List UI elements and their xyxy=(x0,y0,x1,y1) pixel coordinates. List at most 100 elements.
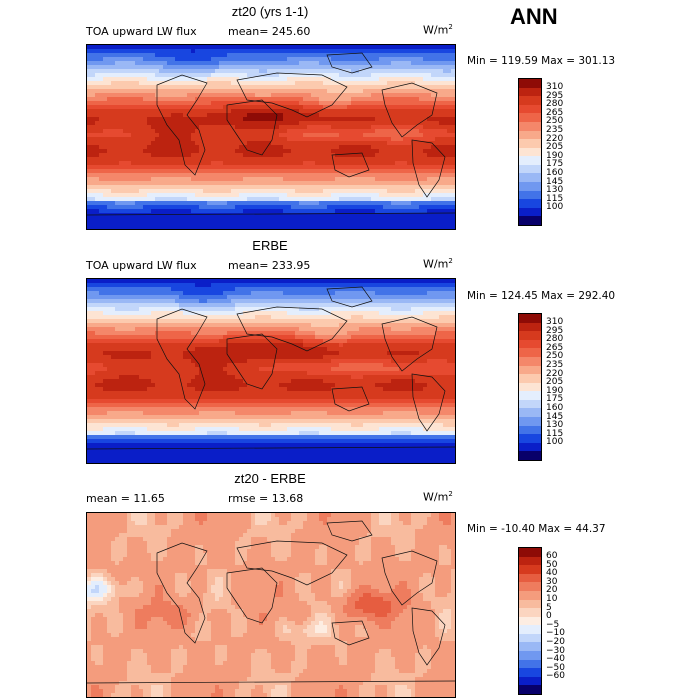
map-cell xyxy=(439,97,444,102)
map-cell xyxy=(91,225,96,229)
map-cell xyxy=(87,149,92,154)
map-cell xyxy=(403,89,408,94)
map-cell xyxy=(291,81,296,86)
map-cell xyxy=(183,65,188,70)
map-cell xyxy=(303,65,308,70)
map-cell xyxy=(355,189,360,194)
map-cell xyxy=(399,129,404,134)
map-cell xyxy=(135,109,140,114)
map-cell xyxy=(259,113,264,118)
map-cell xyxy=(359,81,364,86)
map-cell xyxy=(167,137,172,142)
map-cell xyxy=(347,73,352,78)
map-cell xyxy=(175,49,180,54)
map-cell xyxy=(99,69,104,74)
map-cell xyxy=(235,217,240,222)
map-cell xyxy=(383,49,388,54)
map-cell xyxy=(443,287,448,292)
map-cell xyxy=(443,213,448,218)
map-cell xyxy=(139,157,144,162)
map-cell xyxy=(431,181,436,186)
map-cell xyxy=(399,225,404,229)
map-cell xyxy=(187,117,192,122)
map-cell xyxy=(191,125,196,130)
map-cell xyxy=(339,185,344,190)
map-cell xyxy=(275,177,280,182)
map-cell xyxy=(227,93,232,98)
map-cell xyxy=(315,101,320,106)
map-cell xyxy=(315,157,320,162)
map-cell xyxy=(231,303,236,308)
map-cell xyxy=(287,161,292,166)
map-cell xyxy=(371,189,376,194)
map-cell xyxy=(307,101,312,106)
map-cell xyxy=(247,165,252,170)
map-cell xyxy=(167,299,172,304)
map-cell xyxy=(259,185,264,190)
map-cell xyxy=(375,137,380,142)
map-cell xyxy=(343,125,348,130)
map-cell xyxy=(331,291,336,296)
map-cell xyxy=(319,209,324,214)
map-cell xyxy=(319,169,324,174)
map-cell xyxy=(339,49,344,54)
map-cell xyxy=(331,193,336,198)
map-cell xyxy=(363,149,368,154)
map-cell xyxy=(375,161,380,166)
map-cell xyxy=(251,145,256,150)
map-cell xyxy=(371,205,376,210)
map-cell xyxy=(251,109,256,114)
map-cell xyxy=(259,125,264,130)
map-cell xyxy=(443,185,448,190)
map-cell xyxy=(371,57,376,62)
map-cell xyxy=(279,53,284,58)
map-cell xyxy=(183,89,188,94)
map-cell xyxy=(347,287,352,292)
map-cell xyxy=(443,89,448,94)
map-cell xyxy=(179,157,184,162)
map-cell xyxy=(227,193,232,198)
map-cell xyxy=(311,77,316,82)
map-cell xyxy=(107,295,112,300)
map-cell xyxy=(443,153,448,158)
map-cell xyxy=(403,165,408,170)
map-cell xyxy=(95,169,100,174)
map-cell xyxy=(315,97,320,102)
map-cell xyxy=(91,81,96,86)
map-cell xyxy=(427,225,432,229)
map-cell xyxy=(419,197,424,202)
map-cell xyxy=(183,61,188,66)
map-cell xyxy=(403,279,408,284)
map-cell xyxy=(175,283,180,288)
map-cell xyxy=(279,165,284,170)
map-cell xyxy=(443,61,448,66)
map-cell xyxy=(319,185,324,190)
map-cell xyxy=(175,77,180,82)
map-cell xyxy=(267,291,272,296)
map-cell xyxy=(195,279,200,284)
map-cell xyxy=(147,165,152,170)
map-cell xyxy=(371,45,376,50)
map-cell xyxy=(247,49,252,54)
map-cell xyxy=(119,69,124,74)
map-cell xyxy=(407,149,412,154)
map-cell xyxy=(443,303,448,308)
map-cell xyxy=(243,189,248,194)
map-cell xyxy=(155,291,160,296)
map-cell xyxy=(375,61,380,66)
map-cell xyxy=(355,141,360,146)
map-cell xyxy=(203,101,208,106)
map-cell xyxy=(135,169,140,174)
map-cell xyxy=(259,197,264,202)
map-cell xyxy=(163,299,168,304)
map-cell xyxy=(231,225,236,229)
map-cell xyxy=(207,287,212,292)
map-cell xyxy=(407,85,412,90)
map-cell xyxy=(303,181,308,186)
map-cell xyxy=(447,45,452,50)
map-cell xyxy=(235,77,240,82)
map-cell xyxy=(239,93,244,98)
map-cell xyxy=(379,189,384,194)
map-cell xyxy=(103,101,108,106)
map-cell xyxy=(111,145,116,150)
